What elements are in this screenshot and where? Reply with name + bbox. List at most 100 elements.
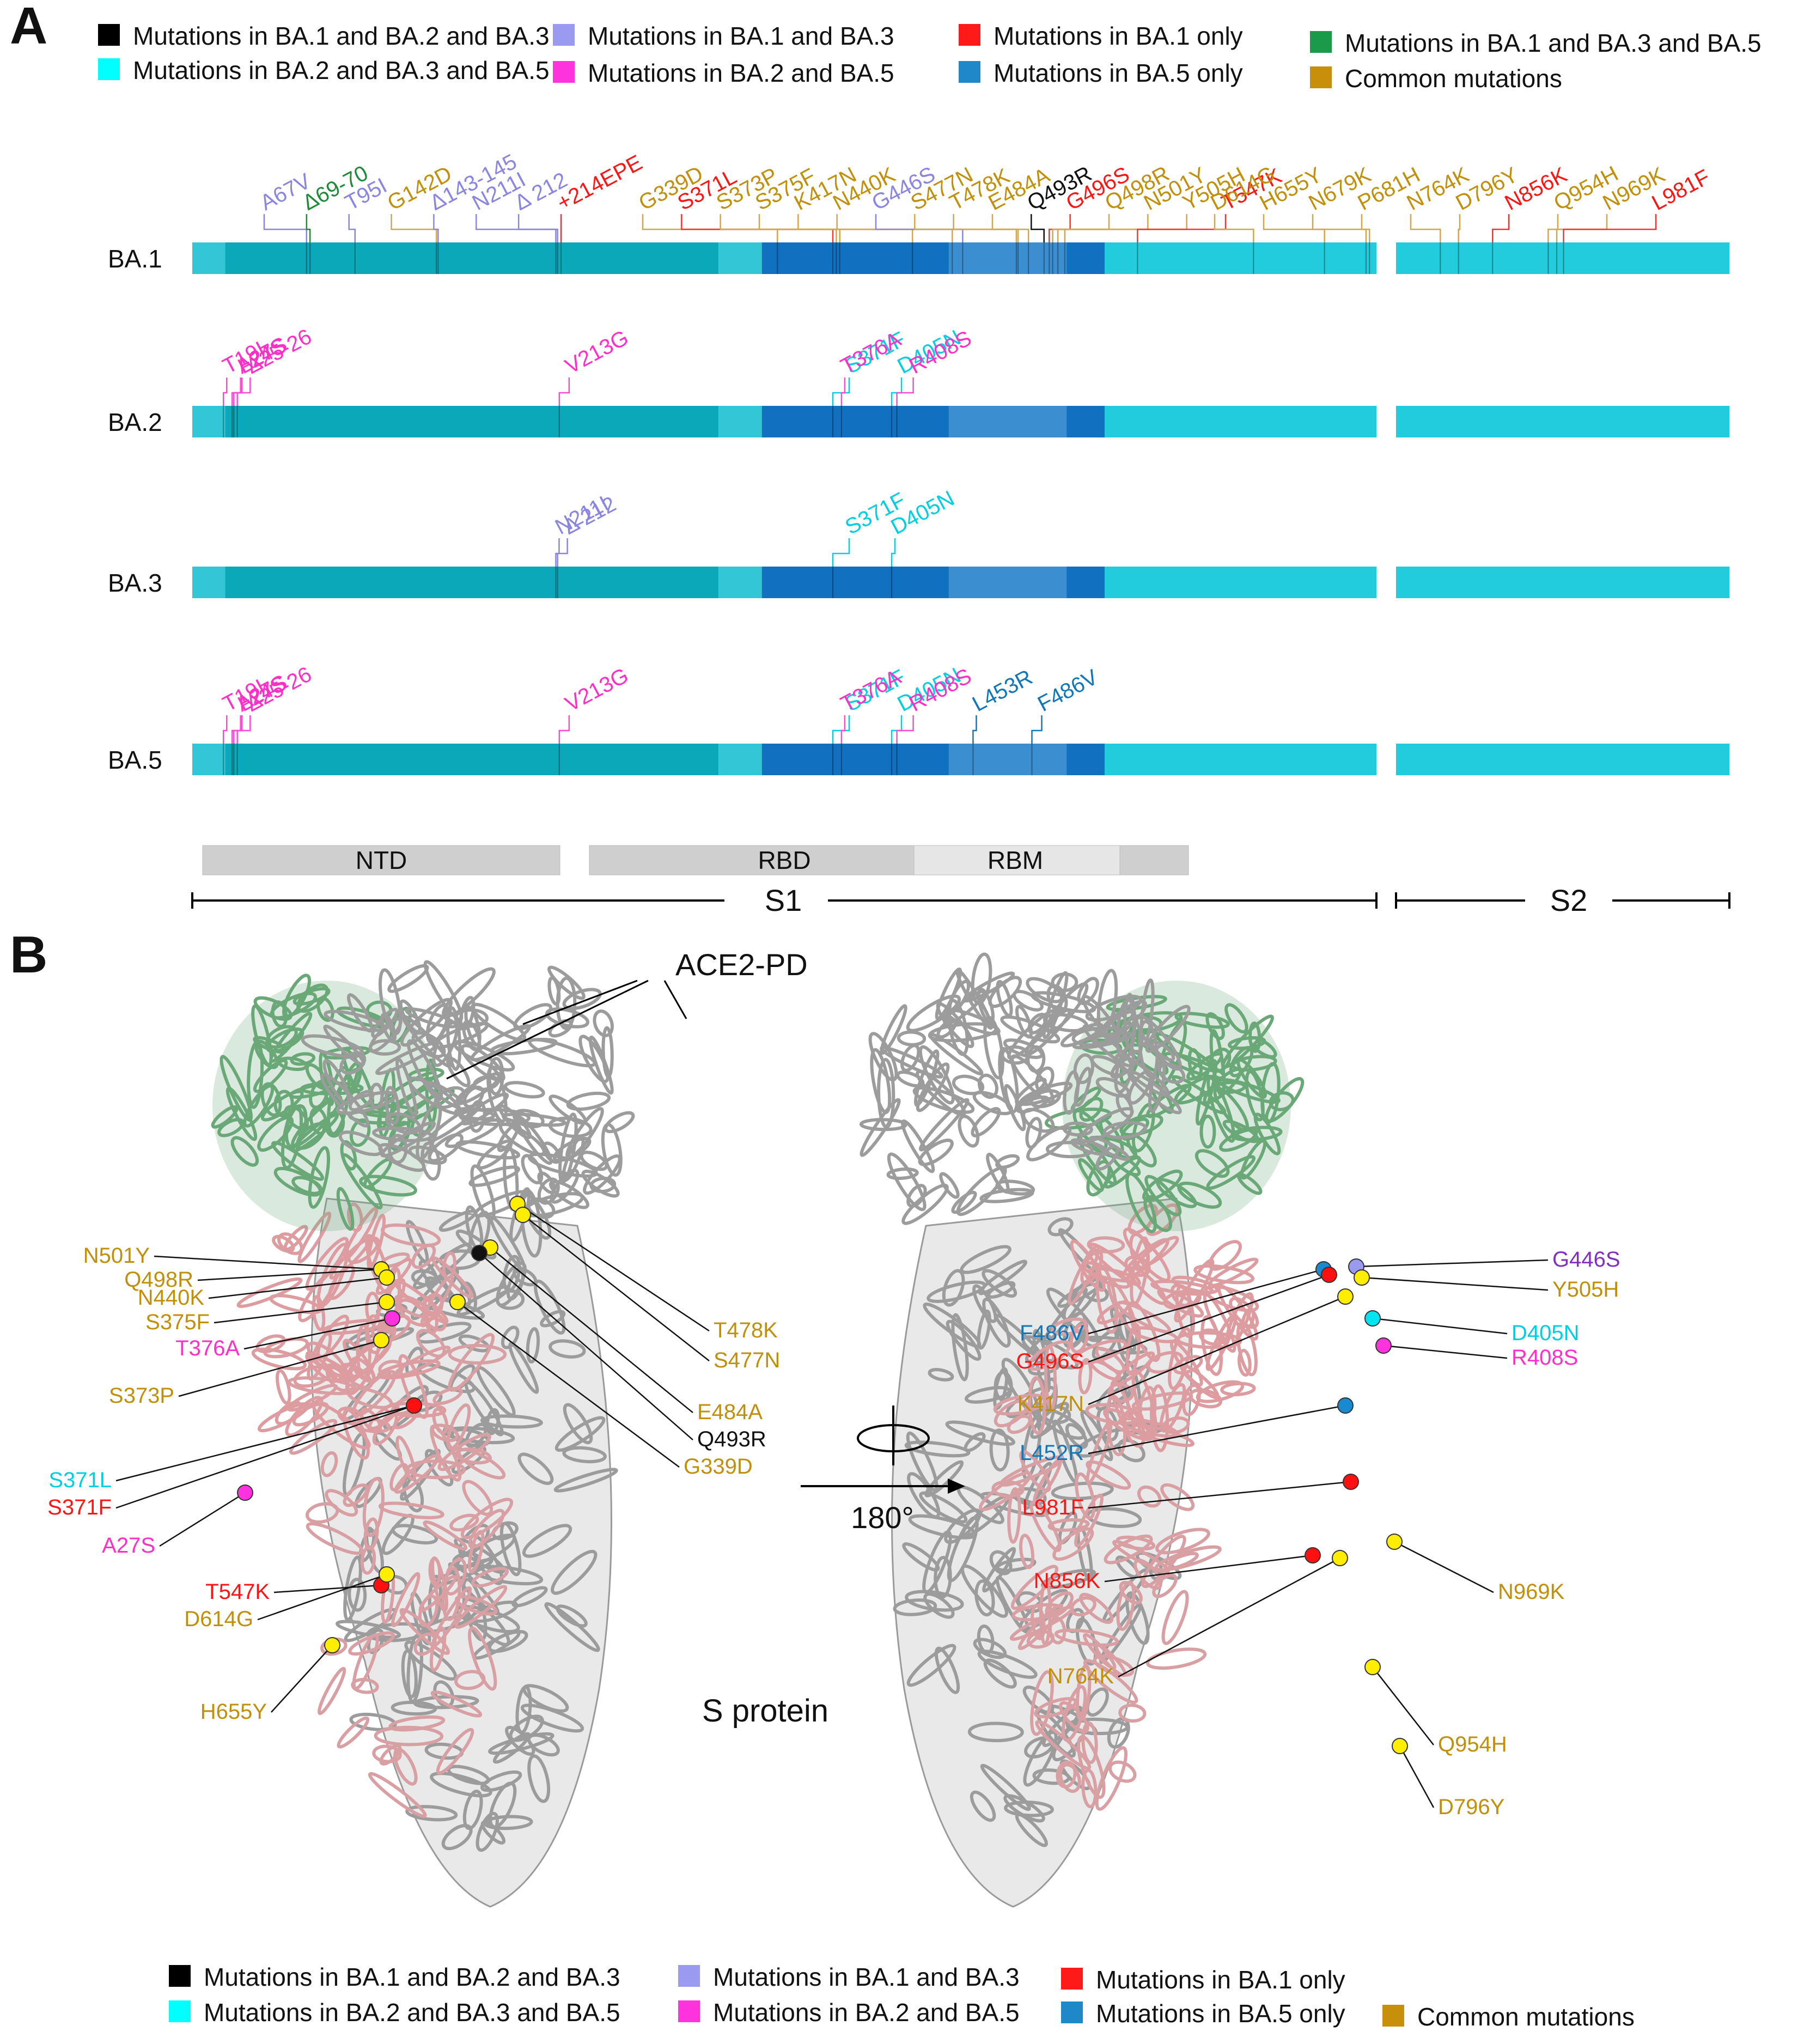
ace2-arrow bbox=[665, 981, 686, 1019]
mutation-pointer bbox=[1400, 1746, 1434, 1808]
mutation-label: S371L bbox=[48, 1468, 112, 1492]
mutation-leader bbox=[897, 715, 913, 744]
mutation-leader bbox=[1557, 214, 1607, 242]
mutation-leader bbox=[392, 214, 437, 242]
mutation-leader bbox=[559, 378, 569, 406]
legend-top-label: Mutations in BA.1 and BA.3 and BA.5 bbox=[1345, 29, 1762, 57]
panel-label-b: B bbox=[10, 926, 47, 984]
mutation-leader bbox=[559, 715, 569, 744]
mutation-label: Y505H bbox=[1552, 1278, 1619, 1301]
mutation-leader bbox=[1137, 214, 1226, 242]
mutation-dot bbox=[406, 1398, 422, 1413]
mutation-pointer bbox=[1394, 1542, 1494, 1592]
mutation-leader bbox=[237, 715, 241, 744]
mutation-dot bbox=[374, 1333, 389, 1348]
mutation-leader bbox=[476, 214, 556, 242]
mutation-label: T376A bbox=[837, 327, 905, 379]
mutation-dot bbox=[1387, 1534, 1402, 1549]
mutation-leader bbox=[1065, 214, 1187, 242]
structure-right-mutation: Y505H bbox=[1354, 1270, 1619, 1301]
ace2-grey-coil bbox=[883, 1151, 930, 1213]
legend-bottom-swatch bbox=[169, 1965, 191, 1987]
mutation-leader bbox=[1492, 214, 1509, 242]
mutation-leader bbox=[1031, 214, 1044, 242]
s2-label: S2 bbox=[1550, 883, 1588, 917]
s1-label: S1 bbox=[765, 883, 802, 917]
bar-rbm bbox=[949, 406, 1066, 437]
legend-bottom-swatch bbox=[678, 2000, 700, 2022]
bar-ntd bbox=[225, 242, 718, 274]
legend-bottom-swatch bbox=[169, 2000, 191, 2022]
mutation-label: E484A bbox=[697, 1400, 763, 1424]
mutation-label: L452R bbox=[1020, 1441, 1084, 1465]
mutation-leader bbox=[1264, 214, 1325, 242]
bar-s2 bbox=[1396, 567, 1729, 598]
legend-top-swatch bbox=[959, 61, 980, 83]
bar-seg bbox=[718, 406, 761, 437]
structure-right-mutation: G446S bbox=[1349, 1248, 1620, 1274]
mutation-label: T376A bbox=[837, 665, 905, 716]
mutation-leader bbox=[681, 214, 833, 242]
mutation-leader bbox=[1411, 214, 1440, 242]
variant-name: BA.2 bbox=[108, 408, 162, 436]
legend-bottom-item: Mutations in BA.1 and BA.3 bbox=[678, 1963, 1020, 1991]
mutation-label: N856K bbox=[1034, 1569, 1101, 1593]
mutation-leader bbox=[1313, 214, 1366, 242]
mutation-label: K417N bbox=[1017, 1392, 1084, 1416]
bar-seg bbox=[718, 242, 761, 274]
structure-title: S protein bbox=[702, 1693, 828, 1729]
mutation-label: S371F bbox=[47, 1495, 112, 1519]
mutation-label: G446S bbox=[1552, 1248, 1620, 1272]
legend-bottom-swatch bbox=[1061, 2002, 1083, 2023]
domain-rbd-label: RBD bbox=[758, 846, 810, 874]
rbd-coil bbox=[236, 1275, 303, 1311]
ace2-grey-coil bbox=[956, 1114, 982, 1148]
mutation-label: R408S bbox=[1512, 1346, 1578, 1370]
legend-bottom-label: Mutations in BA.1 and BA.3 bbox=[713, 1963, 1020, 1991]
mutation-dot bbox=[237, 1485, 253, 1500]
legend-top-label: Common mutations bbox=[1345, 64, 1562, 93]
rbd-coil bbox=[275, 1370, 292, 1404]
mutation-leader bbox=[349, 214, 355, 242]
mutation-leader bbox=[1053, 214, 1109, 242]
bar-rbd bbox=[762, 406, 949, 437]
bar-rbm bbox=[949, 744, 1066, 775]
ace2-label: ACE2-PD bbox=[675, 947, 808, 982]
mutation-label: L453R bbox=[968, 665, 1037, 716]
mutation-dot bbox=[385, 1311, 400, 1326]
legend-bottom-label: Mutations in BA.2 and BA.3 and BA.5 bbox=[204, 1998, 620, 2027]
mutation-label: T547K bbox=[205, 1580, 270, 1604]
mutation-dot bbox=[1365, 1659, 1380, 1675]
ace2-grey-coil bbox=[950, 1189, 978, 1215]
legend-bottom-item: Mutations in BA.1 and BA.2 and BA.3 bbox=[169, 1963, 620, 1991]
mutation-leader bbox=[721, 214, 837, 242]
legend-top-swatch bbox=[553, 61, 575, 83]
mutation-dot bbox=[472, 1245, 487, 1261]
mutation-label: S373P bbox=[109, 1384, 174, 1408]
legend-top-item: Mutations in BA.1 only bbox=[959, 22, 1243, 50]
mutation-dot bbox=[1392, 1738, 1407, 1754]
bar-rbd bbox=[1066, 242, 1105, 274]
mutation-leader bbox=[1058, 214, 1148, 242]
mutation-label: V213G bbox=[561, 664, 632, 716]
spike-pink-coil bbox=[336, 1715, 371, 1750]
legend-top-item: Mutations in BA.2 and BA.3 and BA.5 bbox=[98, 56, 550, 84]
legend-top-label: Mutations in BA.1 and BA.3 bbox=[588, 22, 894, 50]
legend-bottom-label: Mutations in BA.5 only bbox=[1096, 1999, 1345, 2028]
legend-bottom-label: Common mutations bbox=[1417, 2003, 1635, 2031]
mutation-leader bbox=[519, 214, 557, 242]
mutation-leader bbox=[992, 214, 1028, 242]
mutation-dot bbox=[1376, 1338, 1391, 1353]
bar-s1-tail bbox=[1105, 744, 1376, 775]
legend-top-item: Mutations in BA.2 and BA.5 bbox=[553, 59, 894, 87]
mutation-leader bbox=[759, 214, 840, 242]
ace2-grey-coil bbox=[868, 1049, 893, 1114]
legend-bottom-item: Mutations in BA.1 only bbox=[1061, 1966, 1345, 1994]
spike-pink-coil bbox=[1159, 1589, 1192, 1646]
bar-seg bbox=[192, 567, 225, 598]
mutation-leader bbox=[973, 715, 976, 744]
ace2-grey-coil bbox=[1075, 976, 1101, 1007]
legend-top-item: Mutations in BA.1 and BA.3 bbox=[553, 22, 894, 50]
